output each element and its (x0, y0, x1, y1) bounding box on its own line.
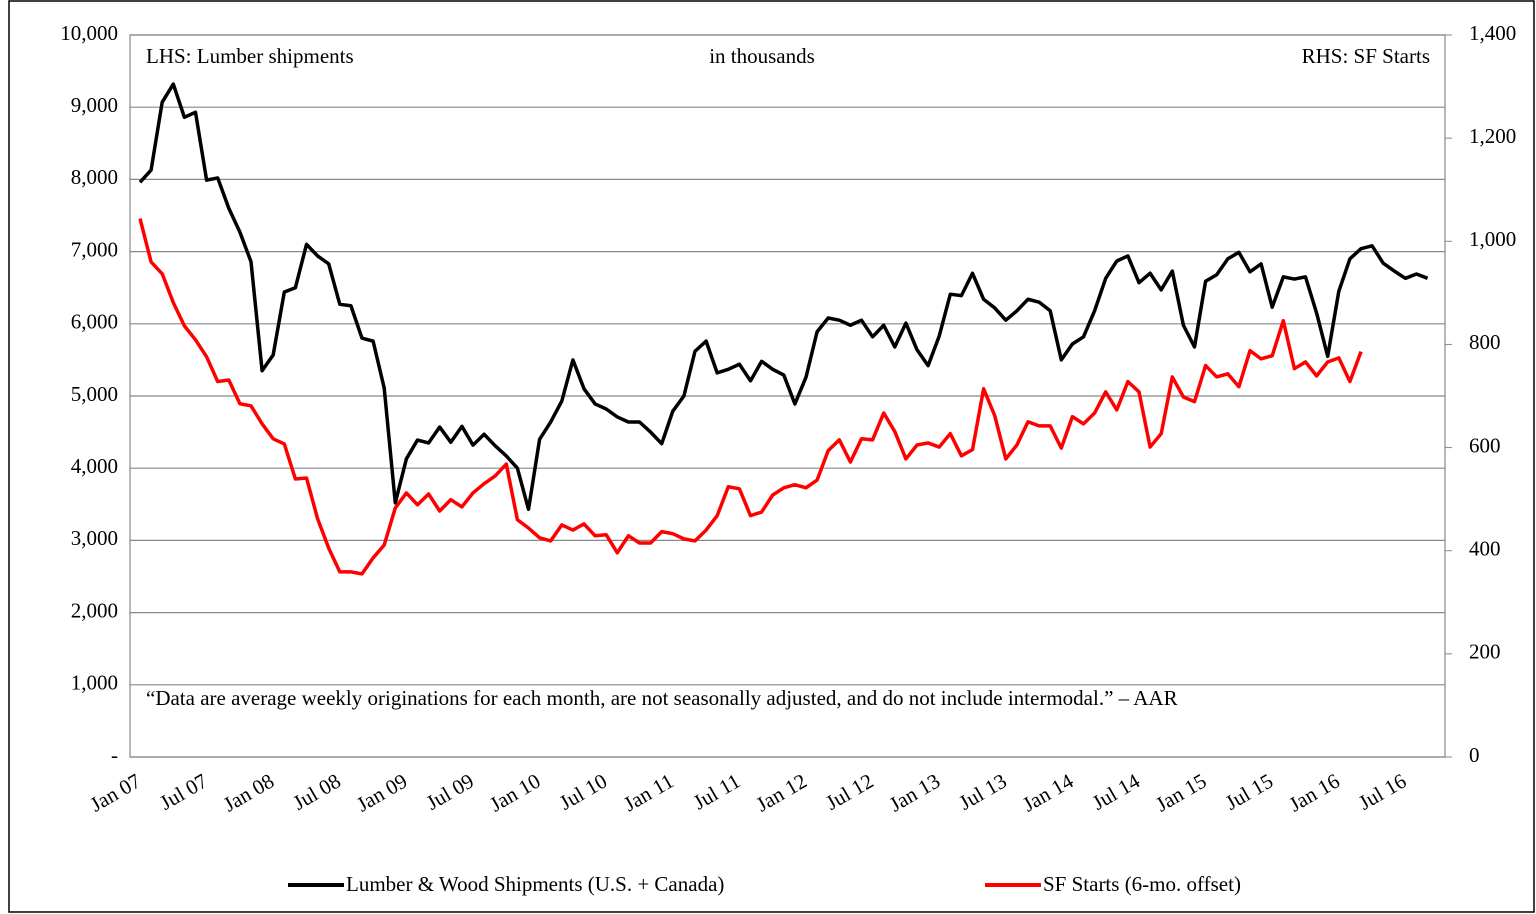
y2-tick-label: 1,200 (1469, 124, 1516, 148)
y-tick-label: 4,000 (71, 454, 118, 478)
y2-tick-label: 600 (1469, 433, 1501, 457)
y-tick-label: 1,000 (71, 671, 118, 695)
y-tick-label: 6,000 (71, 310, 118, 334)
y2-tick-label: 1,400 (1469, 21, 1516, 45)
y-tick-label: - (111, 743, 118, 767)
chart-border (8, 0, 1535, 913)
y-tick-label: 10,000 (60, 21, 118, 45)
plot-frame (129, 34, 1446, 758)
y-tick-label: 9,000 (71, 93, 118, 117)
annotation: “Data are average weekly originations fo… (146, 686, 1178, 710)
annotation: LHS: Lumber shipments (146, 44, 354, 68)
y2-tick-label: 200 (1469, 640, 1501, 664)
y2-tick-label: 1,000 (1469, 227, 1516, 251)
y-tick-label: 3,000 (71, 526, 118, 550)
annotation: in thousands (709, 44, 815, 68)
y2-tick-label: 400 (1469, 537, 1501, 561)
legend-label: Lumber & Wood Shipments (U.S. + Canada) (346, 872, 724, 896)
y-tick-label: 5,000 (71, 382, 118, 406)
y-tick-label: 7,000 (71, 237, 118, 261)
annotation: RHS: SF Starts (1302, 44, 1430, 68)
y-tick-label: 8,000 (71, 165, 118, 189)
y2-tick-label: 800 (1469, 330, 1501, 354)
y-tick-label: 2,000 (71, 598, 118, 622)
y2-tick-label: 0 (1469, 743, 1480, 767)
legend-label: SF Starts (6-mo. offset) (1043, 872, 1241, 896)
series-line (138, 218, 1363, 576)
series-line (138, 82, 1429, 512)
